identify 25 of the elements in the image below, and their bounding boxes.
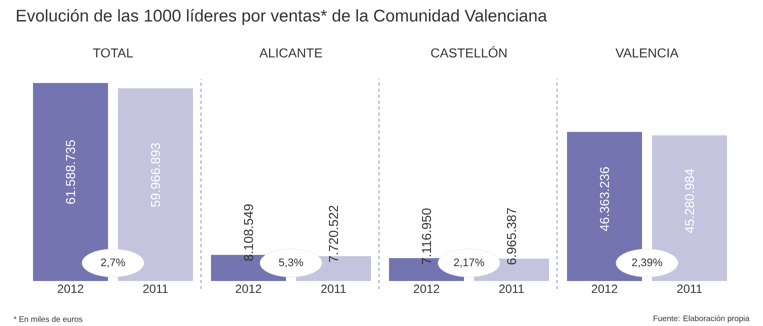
chart-subtitle: VALENCIA xyxy=(616,48,679,58)
annotation: 2,7% xyxy=(101,258,126,268)
chart-subtitle: ALICANTE xyxy=(259,48,322,58)
data-label: 6.965.387 xyxy=(506,208,516,264)
x-tick-label: 2011 xyxy=(143,284,168,293)
x-tick-label: 2011 xyxy=(499,284,524,293)
data-label: 61.588.735 xyxy=(66,140,76,204)
data-label: 45.280.984 xyxy=(684,168,694,234)
data-label: 59.966.893 xyxy=(150,143,160,207)
x-tick-label: 2012 xyxy=(414,284,440,293)
data-label: 46.363.236 xyxy=(600,167,610,232)
x-tick-label: 2011 xyxy=(677,284,702,293)
x-tick-label: 2012 xyxy=(236,284,262,293)
annotation: 2,17% xyxy=(454,258,484,268)
chart-subtitle: TOTAL xyxy=(93,48,133,58)
data-label: 7.720.522 xyxy=(328,206,338,262)
text: Evolución de las 1000 líderes por ventas* de la Comunidad Valenciana xyxy=(16,8,548,25)
x-tick-label: 2012 xyxy=(58,284,84,293)
data-label: 8.108.549 xyxy=(244,204,254,261)
annotation: 5,3% xyxy=(278,258,304,268)
chart-subtitle: CASTELLÓN xyxy=(431,46,506,58)
x-tick-label: 2011 xyxy=(321,284,346,293)
data-label: 7.116.950 xyxy=(422,208,432,264)
annotation: 2,39% xyxy=(632,258,662,268)
x-tick-label: 2012 xyxy=(592,284,618,293)
